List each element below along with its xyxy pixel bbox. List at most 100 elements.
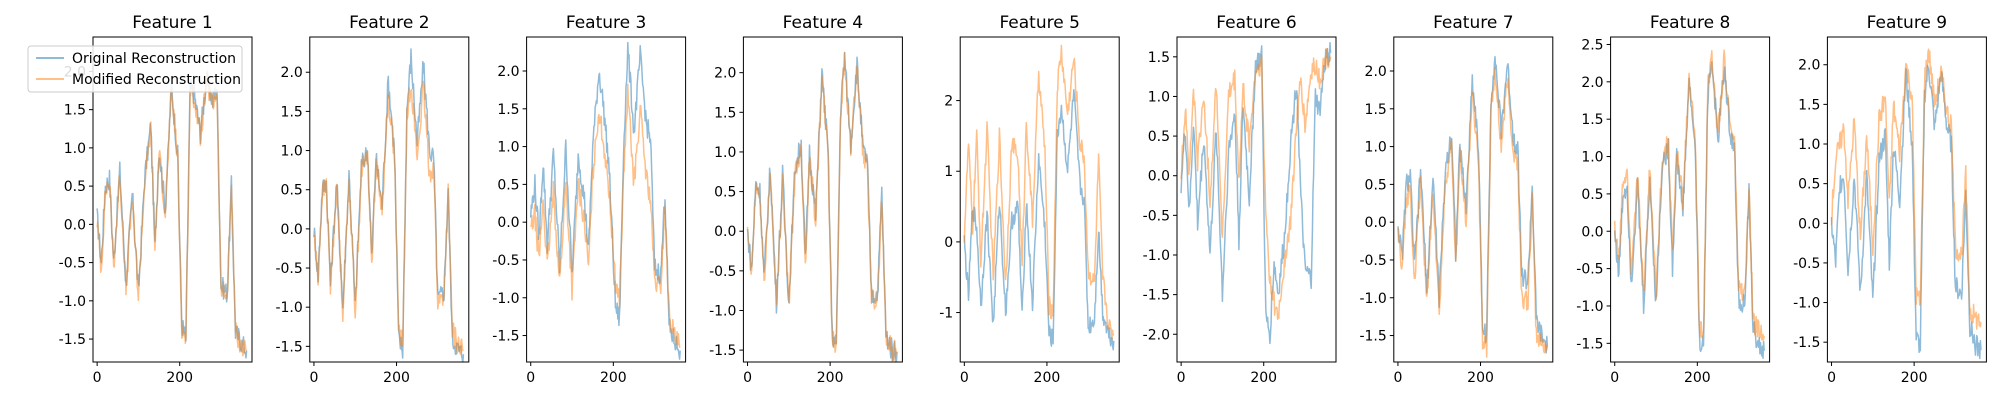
y-tick-label: 1.0: [714, 145, 736, 161]
y-tick-label: -1.5: [1793, 335, 1820, 351]
y-tick-label: 1.5: [497, 102, 519, 118]
y-tick-label: -1.0: [1359, 291, 1386, 307]
y-tick-label: 1.0: [1365, 140, 1387, 156]
y-tick-label: 1.5: [1148, 50, 1170, 66]
y-tick-label: 1.0: [1148, 89, 1170, 105]
y-tick-label: 0.5: [497, 177, 519, 193]
y-tick-label: -1.5: [275, 339, 302, 355]
x-tick-label: 200: [166, 370, 193, 386]
legend-label-original: Original Reconstruction: [72, 51, 236, 67]
x-tick-label: 200: [1034, 370, 1061, 386]
y-tick-label: 0.0: [1148, 169, 1170, 185]
y-tick-label: -2.0: [1143, 327, 1170, 343]
axes-frame: [1610, 36, 1771, 363]
x-tick-label: 200: [1901, 370, 1928, 386]
y-tick-label: 1.5: [1581, 112, 1603, 128]
y-tick-label: 2.5: [1581, 37, 1603, 53]
x-tick-label: 200: [817, 370, 844, 386]
y-tick-label: 1.0: [497, 140, 519, 156]
panel-title: Feature 7: [1433, 13, 1513, 33]
y-tick-label: -1.5: [59, 332, 86, 348]
panels: Feature 1-1.5-1.0-0.50.00.51.01.52.00200…: [59, 13, 1987, 386]
axes-frame: [526, 36, 687, 363]
y-tick-label: -1.5: [492, 329, 519, 345]
y-tick-label: 1.5: [714, 105, 736, 121]
y-tick-label: 1.0: [1581, 150, 1603, 166]
axes-frame: [959, 36, 1120, 363]
x-tick-label: 0: [309, 370, 318, 386]
y-tick-label: 0.5: [281, 183, 303, 199]
y-tick-label: -1.5: [709, 343, 736, 359]
y-tick-label: 1.0: [1798, 137, 1820, 153]
y-tick-label: -1.0: [59, 294, 86, 310]
axes-frame: [742, 36, 903, 363]
x-tick-label: 200: [1250, 370, 1277, 386]
panel-8: Feature 8 -1.5 -1.0 -0.5 0.0 0.5 1.0 1.5 2.0 2.5 0…: [1576, 13, 1771, 386]
y-tick-label: -0.5: [492, 253, 519, 269]
y-tick-label: 0.0: [714, 224, 736, 240]
y-tick-label: -1.0: [1143, 248, 1170, 264]
y-tick-label: -0.5: [709, 264, 736, 280]
series-line-original: [529, 41, 681, 360]
y-tick-label: -1: [939, 306, 953, 322]
panel-7: Feature 7 -1.5 -1.0 -0.5 0.0 0.5 1.0 1.5 2.0 0 200: [1359, 13, 1554, 386]
y-tick-label: 0.5: [1798, 177, 1820, 193]
series-line-modified: [1830, 48, 1982, 330]
y-tick-label: -0.5: [1143, 208, 1170, 224]
series-line-original: [963, 89, 1115, 351]
panel-9: Feature 9 -1.5 -1.0 -0.5 0.0 0.5 1.0 1.5 2.0 0 200: [1793, 13, 1987, 386]
legend-frame: [27, 45, 243, 93]
y-tick-label: 0.5: [1148, 129, 1170, 145]
y-tick-label: -0.5: [1359, 253, 1386, 269]
y-tick-label: 1.0: [64, 141, 86, 157]
x-tick-label: 200: [600, 370, 627, 386]
y-tick-label: 0.0: [64, 217, 86, 233]
y-tick-label: -0.5: [1793, 256, 1820, 272]
x-tick-label: 0: [960, 370, 969, 386]
x-tick-label: 0: [1177, 370, 1186, 386]
y-tick-label: -1.0: [492, 291, 519, 307]
y-tick-label: -1.5: [1143, 288, 1170, 304]
y-tick-label: -0.5: [275, 261, 302, 277]
series-line-modified: [1397, 67, 1549, 358]
y-tick-label: 2.0: [1798, 58, 1820, 74]
y-tick-label: 0.0: [1798, 216, 1820, 232]
panel-6: Feature 6 -2.0 -1.5 -1.0 -0.5 0.0 0.5 1.0 1.5 0 20…: [1143, 13, 1337, 386]
panel-title: Feature 8: [1650, 13, 1730, 33]
y-tick-label: 2.0: [281, 65, 303, 81]
series-line-modified: [313, 80, 464, 355]
y-tick-label: 1.5: [1365, 102, 1387, 118]
panel-2: Feature 2 -1.5 -1.0 -0.5 0.0 0.5 1.0 1.5 2.0 0 200: [275, 13, 470, 386]
y-tick-label: 0.5: [1365, 177, 1387, 193]
x-tick-label: 0: [1393, 370, 1402, 386]
series-line-modified: [1613, 49, 1765, 341]
series-line-original: [1180, 41, 1332, 345]
y-tick-label: 1.0: [281, 144, 303, 160]
axes-frame: [1176, 36, 1337, 363]
series-line-modified: [746, 51, 898, 362]
y-tick-label: -0.5: [59, 256, 86, 272]
y-tick-label: 2: [944, 94, 953, 110]
panel-5: Feature 5 -1 0 1 2 0 200: [939, 13, 1120, 386]
panel-title: Feature 3: [566, 13, 646, 33]
y-tick-label: 0.5: [1581, 187, 1603, 203]
series-line-modified: [963, 44, 1115, 340]
panel-title: Feature 6: [1216, 13, 1296, 33]
y-tick-label: 1.5: [281, 104, 303, 120]
panel-title: Feature 1: [132, 13, 212, 33]
axes-frame: [1826, 36, 1987, 363]
y-tick-label: 0.5: [714, 185, 736, 201]
x-tick-label: 0: [526, 370, 535, 386]
y-tick-label: -0.5: [1576, 262, 1603, 278]
axes-frame: [1393, 36, 1554, 363]
x-tick-label: 0: [93, 370, 102, 386]
legend-label-modified: Modified Reconstruction: [72, 72, 241, 88]
y-tick-label: -1.0: [1793, 296, 1820, 312]
series-line-modified: [96, 72, 247, 357]
panel-title: Feature 5: [999, 13, 1079, 33]
y-tick-label: 0.0: [281, 222, 303, 238]
y-tick-label: -1.0: [709, 303, 736, 319]
y-tick-label: -1.5: [1359, 329, 1386, 345]
y-tick-label: -1.0: [275, 300, 302, 316]
